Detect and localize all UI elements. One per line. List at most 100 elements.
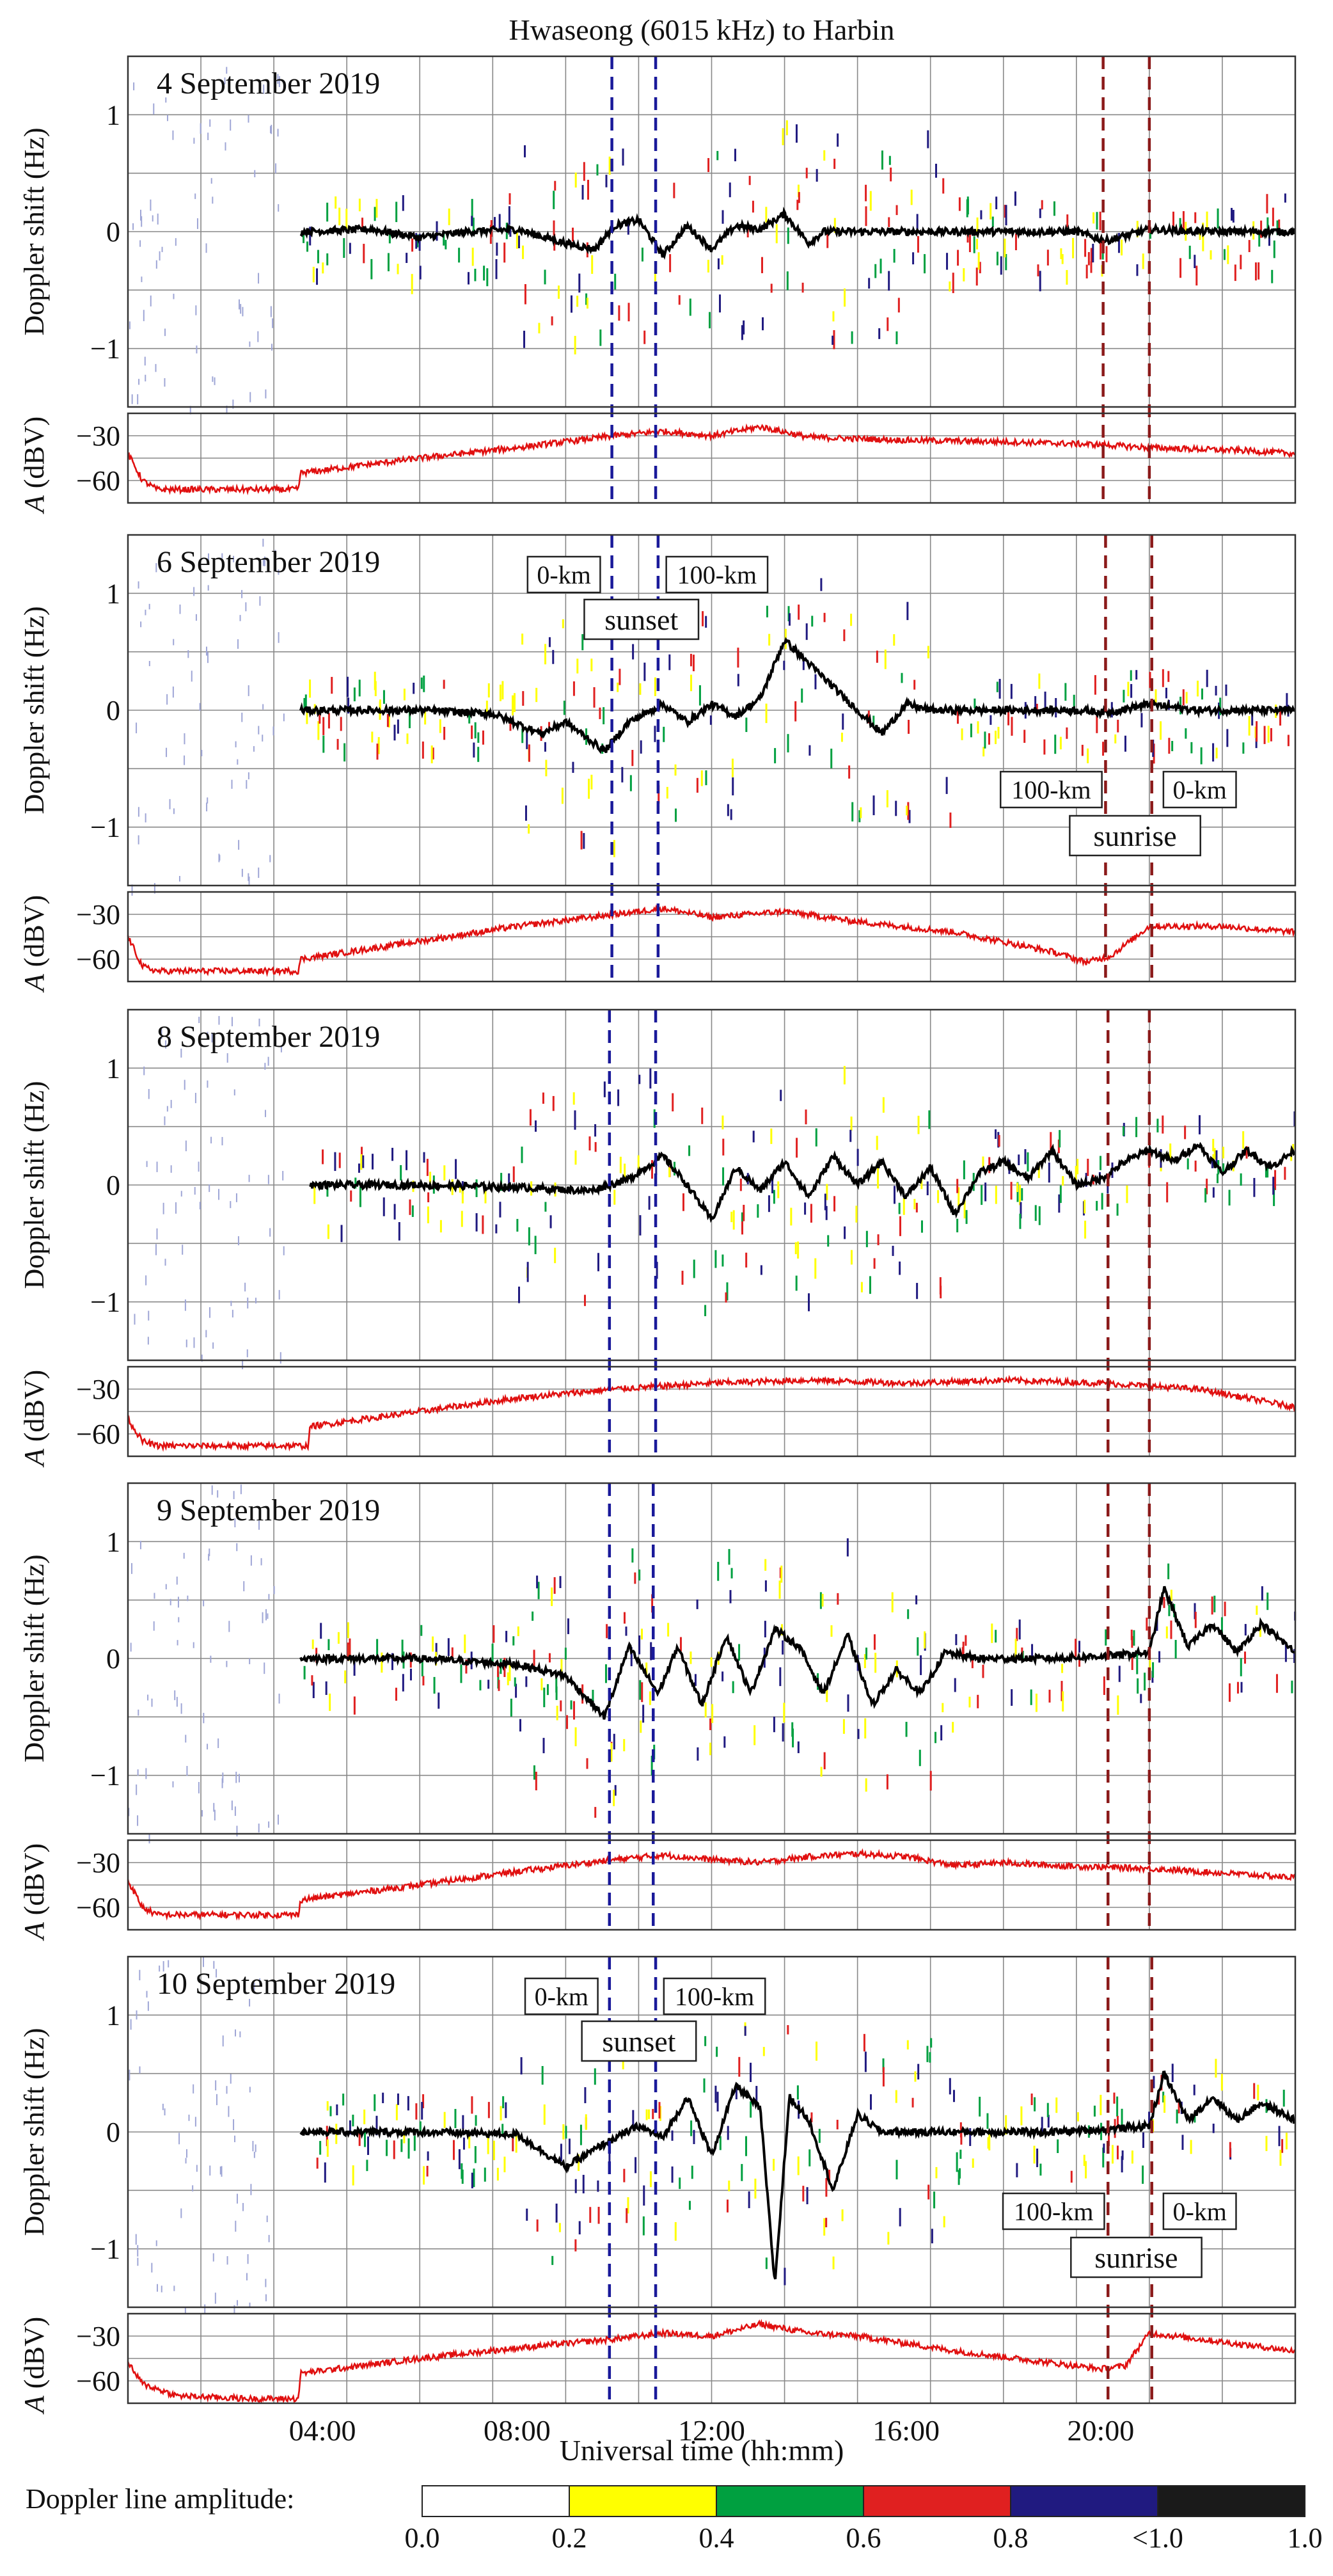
doppler-noise-dot (165, 1584, 167, 1590)
doppler-dot (906, 601, 909, 621)
doppler-noise-dot (155, 363, 157, 372)
doppler-dot (336, 738, 339, 750)
x-tick-label: 04:00 (289, 2414, 356, 2447)
panel-date-label: 4 September 2019 (157, 67, 380, 100)
doppler-noise-dot (278, 76, 280, 88)
doppler-dot (1135, 1117, 1138, 1138)
doppler-dot (956, 2152, 958, 2172)
doppler-dot (920, 1220, 923, 1233)
doppler-dot (1077, 1159, 1079, 1175)
doppler-dot (634, 1572, 636, 1584)
doppler-dot (1059, 736, 1062, 750)
doppler-dot (589, 2207, 592, 2223)
doppler-noise-dot (161, 1029, 162, 1040)
doppler-noise-dot (218, 1189, 220, 1200)
doppler-dot (899, 1216, 901, 1236)
doppler-noise-dot (184, 733, 185, 745)
doppler-noise-dot (213, 1960, 215, 1969)
doppler-dot (830, 1625, 833, 1637)
doppler-dot (741, 1221, 744, 1235)
doppler-dot (1140, 713, 1143, 727)
doppler-dot (443, 2111, 446, 2128)
doppler-dot (738, 2056, 741, 2077)
doppler-noise-dot (143, 310, 145, 321)
doppler-dot (668, 654, 671, 671)
doppler-dot (1096, 712, 1098, 733)
doppler-dot (1030, 2093, 1033, 2106)
doppler-dot (926, 1181, 929, 1196)
doppler-dot (1084, 1200, 1086, 1214)
doppler-dot (797, 2156, 800, 2175)
doppler-dot (303, 697, 306, 710)
panel-date-label: 6 September 2019 (157, 545, 380, 579)
doppler-dot (1276, 220, 1279, 235)
doppler-dot (963, 268, 965, 282)
doppler-dot (518, 1286, 521, 1303)
doppler-dot (517, 1626, 519, 1637)
doppler-dot (825, 2178, 828, 2197)
doppler-noise-dot (205, 646, 207, 656)
doppler-dot (461, 2163, 463, 2179)
doppler-dot (851, 331, 853, 344)
doppler-dot (805, 1109, 807, 1125)
doppler-dot (668, 1167, 671, 1177)
doppler-dot (622, 148, 624, 166)
doppler-dot (493, 217, 496, 228)
doppler-dot (543, 1687, 546, 1708)
doppler-dot (423, 2166, 425, 2185)
doppler-noise-dot (145, 1275, 147, 1285)
doppler-dot (415, 233, 418, 249)
doppler-dot (956, 1179, 959, 1193)
doppler-dot (1121, 239, 1123, 256)
doppler-dot (856, 1149, 859, 1166)
doppler-noise-dot (139, 209, 141, 221)
doppler-dot (765, 207, 768, 223)
doppler-dot (1121, 2150, 1124, 2160)
doppler-dot (1245, 1146, 1248, 1159)
doppler-noise-dot (199, 703, 201, 711)
doppler-dot (658, 2102, 661, 2119)
doppler-dot (329, 2106, 332, 2117)
doppler-dot (1118, 1666, 1121, 1682)
doppler-dot (427, 1206, 429, 1223)
doppler-noise-dot (196, 345, 198, 354)
doppler-dot (438, 1692, 440, 1709)
doppler-dot (1058, 1194, 1061, 1213)
doppler-noise-dot (213, 1802, 215, 1812)
doppler-dot (402, 195, 404, 211)
doppler-dot (865, 206, 867, 227)
doppler-dot (638, 1570, 641, 1581)
doppler-noise-dot (214, 377, 216, 385)
doppler-dot (556, 1705, 558, 1721)
doppler-dot (400, 2139, 403, 2152)
doppler-dot (729, 182, 731, 198)
doppler-dot (1215, 685, 1217, 696)
doppler-dot (850, 1117, 853, 1131)
doppler-dot (832, 311, 835, 322)
doppler-dot (780, 1565, 783, 1583)
doppler-dot (848, 765, 851, 779)
doppler-dot (413, 2136, 416, 2151)
doppler-noise-dot (131, 394, 133, 404)
doppler-dot (335, 196, 337, 209)
doppler-dot (745, 717, 748, 733)
doppler-noise-dot (248, 1175, 250, 1182)
doppler-noise-dot (207, 585, 209, 591)
doppler-dot (810, 2112, 813, 2122)
doppler-dot (679, 1637, 682, 1651)
doppler-dot (487, 683, 490, 698)
doppler-noise-dot (166, 694, 168, 705)
doppler-dot (761, 257, 763, 273)
doppler-dot (586, 1758, 588, 1769)
doppler-dot (728, 1548, 730, 1565)
doppler-noise-dot (141, 216, 143, 227)
doppler-dot (1168, 738, 1171, 754)
doppler-dot (334, 1152, 336, 1172)
doppler-noise-dot (159, 1965, 161, 1972)
doppler-dot (528, 824, 530, 834)
doppler-dot (1215, 1150, 1218, 1168)
doppler-tick-label: −1 (90, 1287, 120, 1318)
doppler-dot (743, 1204, 745, 1221)
doppler-dot (326, 2101, 329, 2111)
doppler-dot (1016, 2163, 1018, 2177)
